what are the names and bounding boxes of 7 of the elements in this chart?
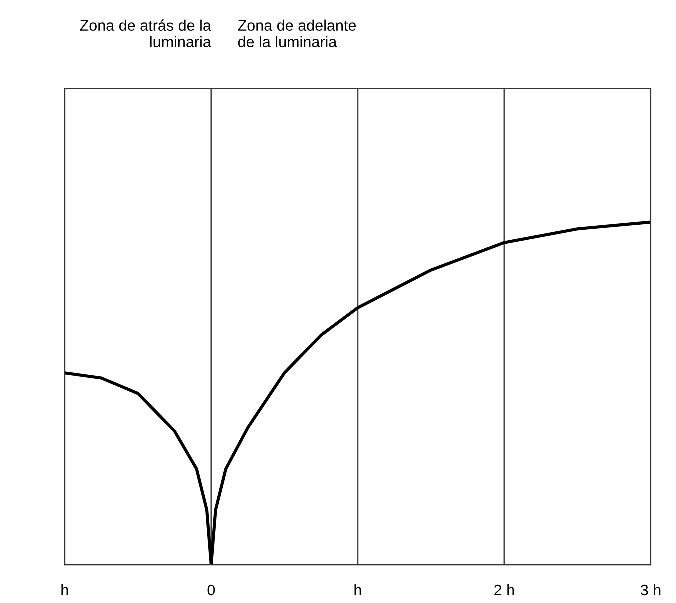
- x-tick-label: 2 h: [494, 584, 514, 596]
- x-tick-label: 0: [208, 584, 216, 596]
- text: Zona de atrás de la luminaria: [80, 20, 212, 48]
- x-tick-label: h: [62, 584, 68, 596]
- text: Zona de adelante de la luminaria: [238, 20, 356, 48]
- x-tick-label: 3 h: [640, 584, 661, 596]
- x-tick-label: h: [354, 584, 362, 596]
